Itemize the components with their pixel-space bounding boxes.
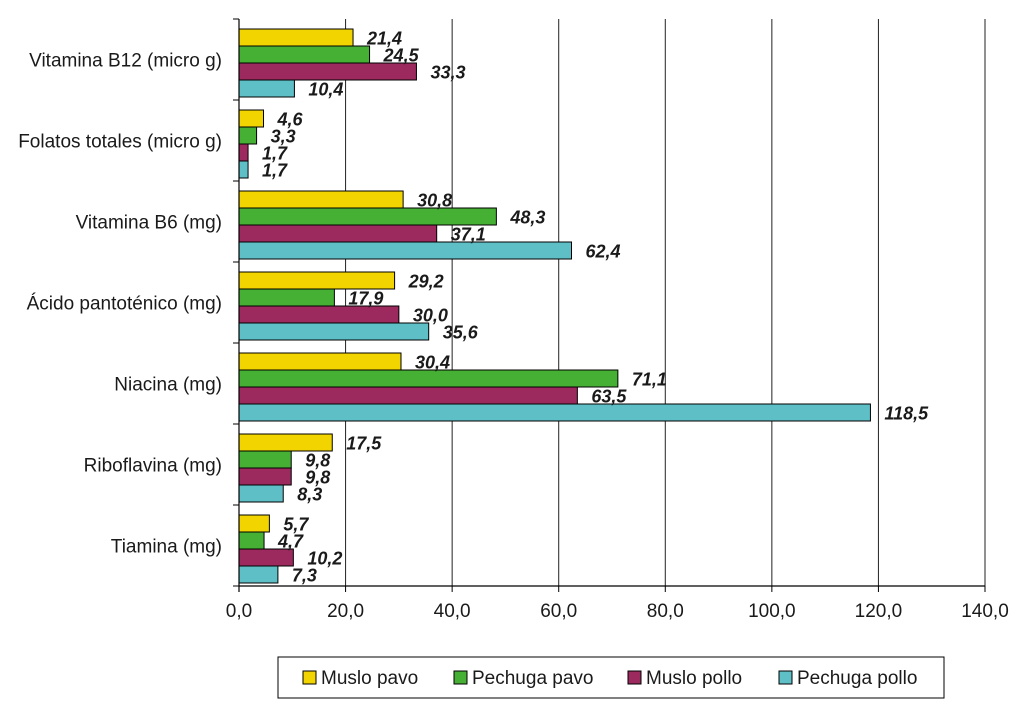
category-label: Folatos totales (micro g) (18, 132, 222, 153)
x-tick-label: 40,0 (434, 601, 471, 622)
category-label: Riboflavina (mg) (84, 456, 222, 477)
x-tick-label: 0,0 (226, 601, 252, 622)
data-label: 62,4 (586, 242, 621, 262)
gridlines (345, 19, 986, 586)
category-labels: Vitamina B12 (micro g) Folatos totales (m… (18, 51, 222, 558)
data-label: 7,3 (292, 566, 317, 586)
data-label: 118,5 (884, 404, 929, 424)
data-label: 30,4 (415, 353, 450, 373)
x-tick-label: 80,0 (647, 601, 684, 622)
category-label: Niacina (mg) (114, 375, 222, 396)
bar (238, 322, 430, 341)
bar (238, 450, 292, 469)
data-label: 10,4 (308, 80, 343, 100)
category-label: Vitamina B6 (mg) (76, 213, 222, 234)
legend-box (277, 656, 945, 699)
bar (238, 352, 402, 371)
bar (238, 224, 438, 243)
data-label: 1,7 (262, 144, 288, 164)
x-tick-label: 100,0 (748, 601, 796, 622)
data-label: 8,3 (297, 485, 322, 505)
x-tick-label: 60,0 (540, 601, 577, 622)
bar (238, 531, 265, 550)
bar (238, 109, 265, 128)
data-label: 9,8 (305, 468, 330, 488)
legend-swatch (778, 670, 793, 685)
bar (238, 126, 258, 145)
value-labels: 21,424,533,310,44,63,31,71,730,848,337,1… (262, 29, 929, 586)
data-label: 4,6 (277, 110, 304, 130)
data-label: 30,0 (413, 306, 448, 326)
data-label: 37,1 (451, 225, 486, 245)
legend-label: Muslo pavo (321, 668, 418, 689)
data-label: 17,5 (346, 434, 382, 454)
data-label: 24,5 (383, 46, 420, 66)
data-label: 1,7 (262, 161, 288, 181)
legend-swatch (453, 670, 468, 685)
x-tick-label: 20,0 (327, 601, 364, 622)
bar (238, 62, 417, 81)
bar (238, 386, 578, 405)
x-tick-labels: 0,0 20,0 40,0 60,0 80,0 100,0 120,0 140,0 (226, 601, 1009, 622)
bar (238, 28, 354, 47)
category-label: Vitamina B12 (micro g) (29, 51, 222, 72)
data-label: 4,7 (277, 532, 304, 552)
legend: Muslo pavo Pechuga pavo Muslo pollo Pechuga… (277, 656, 945, 699)
data-label: 30,8 (417, 191, 452, 211)
legend-label: Muslo pollo (646, 668, 742, 689)
legend-label: Pechuga pavo (472, 668, 594, 689)
data-label: 33,3 (430, 63, 465, 83)
bar (238, 207, 497, 226)
bar (238, 143, 249, 162)
data-label: 17,9 (348, 289, 383, 309)
bar (238, 160, 249, 179)
data-label: 21,4 (366, 29, 402, 49)
bar (238, 288, 335, 307)
bar (238, 271, 396, 290)
data-label: 9,8 (305, 451, 330, 471)
bars (238, 28, 871, 584)
bar (238, 514, 270, 533)
bar (238, 433, 333, 452)
bar (238, 79, 295, 98)
legend-swatch (302, 670, 317, 685)
legend-label: Pechuga pollo (797, 668, 917, 689)
data-label: 71,1 (632, 370, 667, 390)
data-label: 35,6 (443, 323, 479, 343)
bar (238, 565, 279, 584)
x-tick-label: 120,0 (855, 601, 903, 622)
bar (238, 548, 294, 567)
bar (238, 45, 371, 64)
x-tick-label: 140,0 (961, 601, 1009, 622)
data-label: 5,7 (283, 515, 309, 535)
category-label: Ácido pantoténico (mg) (27, 294, 222, 315)
bar (238, 369, 619, 388)
data-label: 29,2 (408, 272, 444, 292)
bar (238, 467, 292, 486)
bar (238, 305, 400, 324)
category-label: Tiamina (mg) (111, 537, 222, 558)
data-label: 3,3 (271, 127, 296, 147)
data-label: 10,2 (307, 549, 342, 569)
data-label: 63,5 (591, 387, 627, 407)
axes (233, 18, 986, 592)
bar (238, 241, 573, 260)
bar (238, 484, 284, 503)
bar (238, 190, 404, 209)
bar (238, 403, 871, 422)
data-label: 48,3 (509, 208, 545, 228)
legend-swatch (627, 670, 642, 685)
